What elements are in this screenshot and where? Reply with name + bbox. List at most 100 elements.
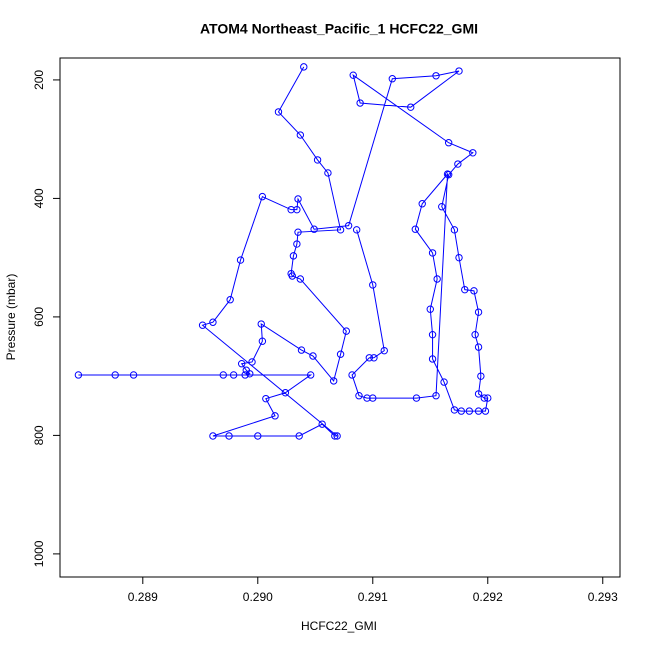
- point: [296, 275, 305, 283]
- x-tick-label: 0.290: [243, 590, 273, 604]
- x-tick-label: 0.292: [473, 590, 503, 604]
- point: [388, 75, 397, 83]
- point: [336, 226, 345, 234]
- point: [258, 192, 267, 201]
- point: [443, 170, 452, 178]
- point: [356, 99, 364, 107]
- point: [258, 337, 267, 345]
- point: [450, 226, 459, 234]
- x-tick-label: 0.289: [128, 590, 158, 604]
- point: [306, 371, 315, 379]
- point: [457, 407, 466, 415]
- plot-frame: [59, 57, 621, 578]
- point: [342, 327, 351, 335]
- point: [246, 370, 254, 378]
- point: [198, 321, 207, 329]
- y-axis-label: Pressure (mbar): [4, 274, 18, 361]
- point: [295, 432, 303, 440]
- point: [225, 432, 233, 440]
- point: [428, 330, 437, 339]
- point: [355, 392, 363, 400]
- y-tick-label: 400: [32, 188, 46, 208]
- point: [484, 394, 492, 402]
- point: [333, 432, 341, 440]
- point: [474, 343, 483, 351]
- point: [432, 72, 440, 80]
- point: [365, 354, 374, 362]
- point: [310, 225, 318, 233]
- point: [370, 354, 378, 362]
- point: [469, 149, 477, 157]
- point: [348, 371, 356, 379]
- y-tick-label: 1000: [32, 540, 46, 567]
- point: [293, 240, 301, 248]
- point: [471, 330, 479, 339]
- point: [428, 249, 437, 257]
- point: [440, 378, 448, 386]
- point: [480, 394, 489, 402]
- point: [129, 371, 138, 379]
- point: [363, 394, 371, 402]
- point: [309, 352, 317, 360]
- point: [329, 377, 338, 385]
- point: [236, 256, 245, 264]
- point: [477, 372, 485, 380]
- point: [219, 371, 227, 379]
- point: [287, 205, 295, 214]
- point: [474, 390, 483, 398]
- point: [111, 371, 119, 379]
- x-axis-label: HCFC22_GMI: [301, 619, 377, 633]
- point: [411, 225, 420, 233]
- point: [369, 281, 377, 289]
- point: [300, 63, 308, 71]
- point: [461, 285, 469, 294]
- point: [454, 160, 462, 168]
- point: [474, 308, 483, 316]
- point: [281, 389, 290, 397]
- point: [313, 156, 322, 164]
- y-tick-label: 800: [32, 425, 46, 445]
- y-tick-label: 600: [32, 307, 46, 327]
- point: [274, 108, 283, 116]
- point: [349, 71, 357, 79]
- point: [318, 420, 326, 428]
- point: [293, 205, 301, 214]
- point: [209, 318, 217, 326]
- point: [380, 346, 388, 355]
- point: [407, 103, 415, 111]
- point: [288, 272, 296, 280]
- point: [254, 432, 262, 440]
- point: [465, 407, 474, 415]
- point: [455, 67, 463, 75]
- point: [438, 203, 446, 211]
- point: [450, 406, 459, 414]
- point: [226, 296, 234, 304]
- point: [271, 412, 279, 420]
- point: [344, 221, 353, 230]
- point: [294, 195, 302, 203]
- point: [433, 275, 441, 283]
- point: [369, 394, 377, 402]
- point: [455, 253, 463, 262]
- point: [74, 371, 83, 379]
- point: [294, 228, 302, 236]
- point: [289, 252, 298, 260]
- x-tick-label: 0.293: [588, 590, 618, 604]
- point: [297, 346, 306, 354]
- point: [470, 287, 478, 295]
- point: [418, 200, 426, 208]
- x-tick-label: 0.291: [358, 590, 388, 604]
- point: [209, 432, 217, 440]
- point: [412, 394, 421, 402]
- series-line: [78, 66, 489, 437]
- point: [248, 358, 256, 366]
- point: [331, 432, 339, 440]
- point: [352, 226, 361, 234]
- point: [432, 392, 440, 400]
- point: [257, 320, 265, 328]
- point: [428, 355, 437, 363]
- y-tick-label: 200: [32, 70, 46, 90]
